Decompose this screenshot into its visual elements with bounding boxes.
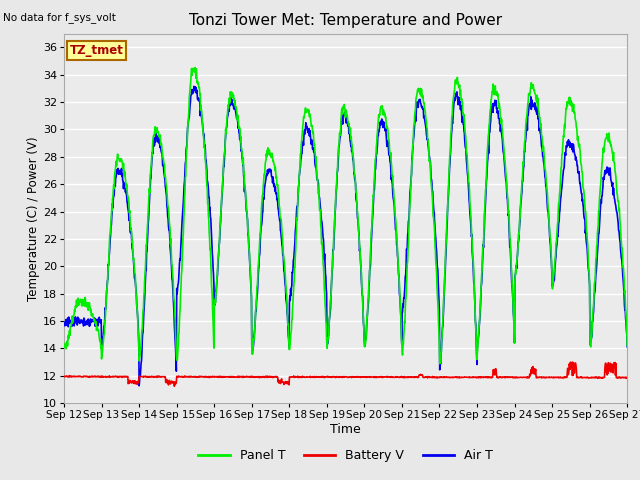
Text: No data for f_sys_volt: No data for f_sys_volt [3, 12, 116, 23]
X-axis label: Time: Time [330, 423, 361, 436]
Legend: Panel T, Battery V, Air T: Panel T, Battery V, Air T [193, 444, 498, 467]
Y-axis label: Temperature (C) / Power (V): Temperature (C) / Power (V) [27, 136, 40, 300]
Text: TZ_tmet: TZ_tmet [70, 44, 124, 57]
Title: Tonzi Tower Met: Temperature and Power: Tonzi Tower Met: Temperature and Power [189, 13, 502, 28]
